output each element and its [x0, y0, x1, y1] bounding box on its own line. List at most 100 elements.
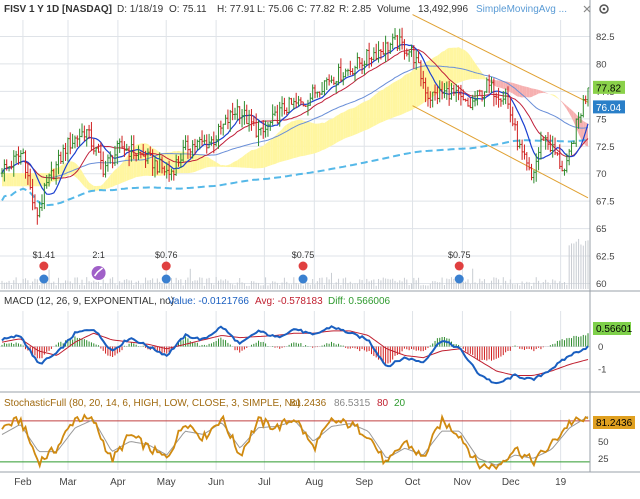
- cloud-segment: [493, 79, 497, 87]
- cloud-segment: [105, 178, 108, 190]
- cloud-segment: [333, 115, 337, 145]
- earnings-icon: [161, 274, 171, 284]
- price-tick-label: 67.5: [596, 197, 615, 208]
- cloud-segment: [489, 79, 492, 84]
- stoch-value-d: 86.5315: [334, 398, 371, 409]
- cloud-segment: [249, 150, 252, 169]
- cloud-segment: [519, 84, 523, 98]
- price-header: FISV 1 Y 1D [NASDAQ] D: 1/18/19 O: 75.11…: [4, 4, 567, 15]
- cloud-segment: [2, 173, 5, 187]
- cloud-segment: [409, 71, 412, 112]
- cloud-segment: [531, 88, 534, 98]
- cloud-segment: [498, 80, 501, 88]
- cloud-segment: [216, 162, 219, 167]
- cloud-segment: [540, 90, 544, 94]
- earnings-icon: [454, 274, 464, 284]
- cloud-segment: [289, 121, 292, 160]
- cloud-segment: [86, 179, 90, 191]
- cloud-segment: [397, 79, 400, 117]
- x-tick-label: Jun: [208, 477, 224, 488]
- cloud-segment: [343, 111, 346, 140]
- cloud-segment: [470, 55, 473, 80]
- cloud-segment: [263, 143, 266, 168]
- price-tick-label: 80: [596, 59, 607, 70]
- cloud-segment: [552, 94, 556, 97]
- cloud-segment: [399, 77, 403, 116]
- cloud-segment: [244, 153, 247, 168]
- cloud-segment: [357, 104, 360, 134]
- cloud-segment: [331, 117, 334, 146]
- sma-50-line: [1, 65, 589, 179]
- cloud-segment: [326, 119, 330, 149]
- cloud-segment: [242, 155, 245, 168]
- price-tick-label: 82.5: [596, 32, 615, 43]
- cloud-segment: [291, 121, 294, 159]
- settings-gear-icon[interactable]: [599, 4, 609, 14]
- cloud-segment: [18, 173, 21, 187]
- cloud-segment: [413, 67, 417, 109]
- cloud-segment: [206, 156, 210, 168]
- cloud-segment: [213, 160, 217, 167]
- cloud-segment: [355, 105, 358, 135]
- regression-channel: [412, 14, 589, 199]
- cloud-segment: [387, 84, 391, 120]
- cloud-segment: [270, 137, 273, 166]
- cloud-segment: [442, 50, 445, 91]
- cloud-segment: [465, 50, 468, 81]
- cloud-segment: [194, 153, 198, 172]
- study-label[interactable]: SimpleMovingAvg ...: [476, 4, 567, 15]
- cloud-segment: [286, 123, 290, 161]
- cloud-segment: [265, 141, 268, 168]
- macd-header: MACD (12, 26, 9, EXPONENTIAL, no) Value:…: [4, 296, 391, 307]
- event-label: 2:1: [92, 250, 105, 260]
- cloud-segment: [267, 140, 271, 167]
- dividend-icon: [39, 261, 49, 271]
- cloud-segment: [390, 83, 393, 119]
- macd-diff: Diff: 0.566006: [328, 296, 391, 307]
- close-study-icon[interactable]: [583, 5, 591, 13]
- split-check-icon: [93, 267, 104, 277]
- stoch-over-sold: 20: [394, 398, 406, 409]
- cloud-segment: [347, 108, 351, 138]
- cloud-segment: [411, 69, 414, 111]
- date-label: D: 1/18/19: [117, 4, 164, 15]
- price-tick-label: 75: [596, 114, 607, 125]
- cloud-segment: [362, 101, 365, 132]
- cloud-segment: [23, 173, 26, 187]
- cloud-segment: [463, 49, 466, 82]
- channel-lower: [412, 105, 589, 199]
- cloud-segment: [72, 161, 75, 177]
- symbol-label: FISV 1 Y 1D [NASDAQ]: [4, 4, 112, 15]
- x-tick-label: 19: [555, 477, 567, 488]
- cloud-segment: [439, 51, 443, 93]
- price-tick-label: 60: [596, 279, 607, 290]
- volume-value: 13,492,996: [418, 4, 468, 15]
- cloud-segment: [145, 143, 148, 176]
- macd-tick-label: -1: [598, 364, 606, 375]
- cloud-segment: [373, 93, 377, 127]
- cloud-segment: [430, 58, 433, 99]
- macd-tick-label: 0: [598, 342, 603, 353]
- cloud-segment: [352, 107, 356, 136]
- cloud-segment: [305, 121, 308, 156]
- cloud-segment: [4, 173, 7, 187]
- x-tick-label: Oct: [405, 477, 421, 488]
- event-label: $1.41: [33, 250, 56, 260]
- sma-10-line: [1, 43, 589, 195]
- cloud-segment: [274, 133, 278, 164]
- x-tick-label: Apr: [110, 477, 126, 488]
- cloud-segment: [432, 56, 436, 97]
- svg-text:76.04: 76.04: [596, 103, 621, 114]
- cloud-segment: [425, 61, 428, 102]
- cloud-segment: [416, 66, 419, 108]
- cloud-segment: [524, 86, 527, 98]
- cloud-segment: [517, 84, 520, 97]
- svg-text:77.82: 77.82: [596, 83, 621, 94]
- cloud-segment: [359, 102, 363, 133]
- cloud-segment: [385, 86, 388, 121]
- stoch-k-line: [1, 413, 589, 471]
- earnings-icon: [39, 274, 49, 284]
- cloud-segment: [550, 94, 553, 96]
- cloud-segment: [9, 173, 12, 187]
- dividend-icon: [298, 261, 308, 271]
